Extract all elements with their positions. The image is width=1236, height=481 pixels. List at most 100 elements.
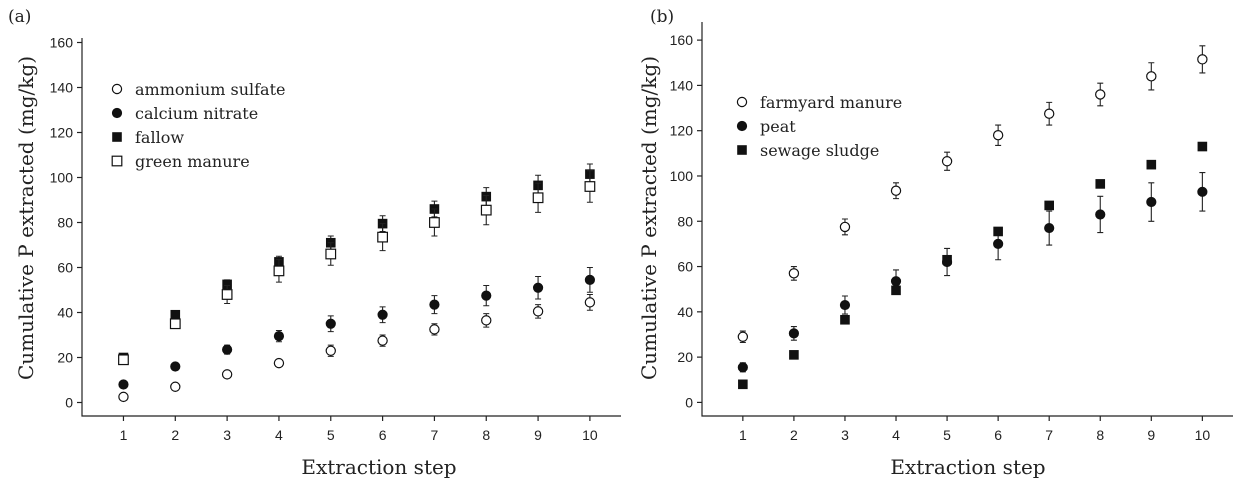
data-point (222, 344, 233, 355)
data-point (118, 354, 129, 366)
panel-b-y-tick-label: 60 (677, 259, 693, 275)
data-point (1197, 141, 1208, 152)
panel-b-x-tick-label: 7 (1045, 427, 1053, 443)
data-point (429, 217, 440, 228)
data-point (1197, 186, 1208, 197)
panel-a-series-1 (118, 266, 596, 390)
data-point (1146, 196, 1157, 208)
panel-a-axes (81, 38, 621, 417)
panel-b-y-tick-label: 0 (685, 394, 693, 410)
data-point (532, 282, 544, 293)
data-point (481, 315, 492, 326)
panel-a-y-axis-title: Cumulative P extracted (mg/kg) (14, 56, 38, 380)
panel-b-x-tick-label: 1 (739, 427, 747, 443)
panel-a-y-tick-label: 140 (50, 80, 74, 96)
panel-a-chart: (a) Cumulative P extracted (mg/kg) Extra… (8, 7, 621, 479)
data-point (325, 318, 336, 329)
data-point (993, 226, 1003, 237)
data-point (1146, 71, 1157, 82)
legend-marker (111, 107, 123, 119)
data-point (377, 231, 388, 243)
panel-b-x-tick-label: 5 (943, 427, 951, 443)
panel-a-y-tick-label: 0 (65, 395, 73, 411)
data-point (532, 192, 544, 204)
data-point (273, 357, 285, 369)
panel-a-y-tick-label: 60 (57, 260, 73, 276)
panel-a-x-axis-title: Extraction step (301, 455, 456, 479)
data-point (325, 248, 337, 260)
panel-b-legend: farmyard manure peat sewage sludge (736, 93, 902, 160)
data-point (170, 381, 181, 392)
panel-b-y-tick-label: 100 (670, 168, 694, 184)
panel-a-x-tick-label: 9 (534, 427, 542, 443)
panel-b-y-tick-label: 160 (670, 32, 694, 48)
data-point (1095, 179, 1106, 189)
panel-a-x-tick-label: 3 (223, 427, 231, 443)
panel-b-series-1 (737, 172, 1208, 373)
legend-marker (112, 132, 122, 142)
data-point (993, 238, 1004, 250)
panel-a-y-tick-label: 20 (57, 350, 73, 366)
data-point (840, 314, 850, 325)
data-point (584, 181, 596, 192)
data-point (1043, 108, 1055, 119)
legend-label: fallow (135, 128, 184, 147)
data-point (992, 130, 1004, 141)
data-point (169, 318, 181, 330)
data-point (429, 299, 440, 310)
legend-label: calcium nitrate (135, 104, 258, 123)
legend-marker (111, 155, 123, 167)
panel-b-x-tick-label: 6 (994, 427, 1002, 443)
panel-b-x-tick-label: 9 (1147, 427, 1155, 443)
legend-marker (111, 83, 123, 95)
legend-label: ammonium sulfate (135, 80, 286, 99)
data-point (532, 306, 544, 317)
data-point (941, 156, 953, 167)
panel-b-y-axis-title: Cumulative P extracted (mg/kg) (637, 56, 661, 380)
data-point (1146, 159, 1157, 170)
data-point (222, 279, 232, 290)
data-point (1095, 209, 1106, 220)
data-point (273, 265, 285, 277)
data-point (377, 335, 388, 346)
panel-b-x-tick-label: 8 (1096, 427, 1104, 443)
panel-b-y-tick-label: 40 (677, 304, 693, 320)
panel-a-legend: ammonium sulfate calcium nitrate fallow gre… (111, 80, 286, 171)
data-point (170, 361, 181, 372)
data-point (1044, 222, 1055, 234)
data-point (789, 350, 799, 360)
data-point (584, 274, 596, 285)
data-point (1095, 89, 1106, 100)
panel-b-tag: (b) (650, 7, 674, 27)
legend-marker (736, 120, 748, 132)
panel-a-series-0 (118, 293, 596, 403)
panel-b-x-tick-label: 10 (1195, 427, 1211, 443)
data-point (377, 309, 388, 320)
data-point (118, 391, 129, 403)
panel-b-series-2 (738, 141, 1208, 390)
data-point (584, 297, 596, 308)
data-point (788, 268, 800, 279)
data-point (737, 362, 748, 373)
panel-b-y-tick-label: 80 (677, 213, 693, 229)
data-point (738, 379, 748, 390)
panel-b-x-tick-label: 3 (841, 427, 849, 443)
legend-marker (736, 96, 748, 108)
data-point (1044, 200, 1054, 211)
data-point (325, 345, 336, 356)
data-point (891, 285, 901, 296)
data-point (839, 299, 851, 311)
data-point (737, 331, 749, 342)
data-point (273, 331, 285, 342)
legend-marker (737, 145, 747, 155)
panel-b-y-tick-label: 120 (670, 123, 694, 139)
panel-a-y-tick-label: 100 (50, 170, 74, 186)
panel-a-x-tick-label: 2 (171, 427, 179, 443)
panel-b-x-tick-label: 2 (790, 427, 798, 443)
legend-label: peat (760, 117, 796, 136)
data-point (788, 328, 800, 339)
panel-b-y-tick-label: 140 (670, 77, 694, 93)
panel-a-y-tick-label: 160 (50, 35, 74, 51)
data-point (221, 369, 233, 380)
data-point (839, 221, 851, 233)
